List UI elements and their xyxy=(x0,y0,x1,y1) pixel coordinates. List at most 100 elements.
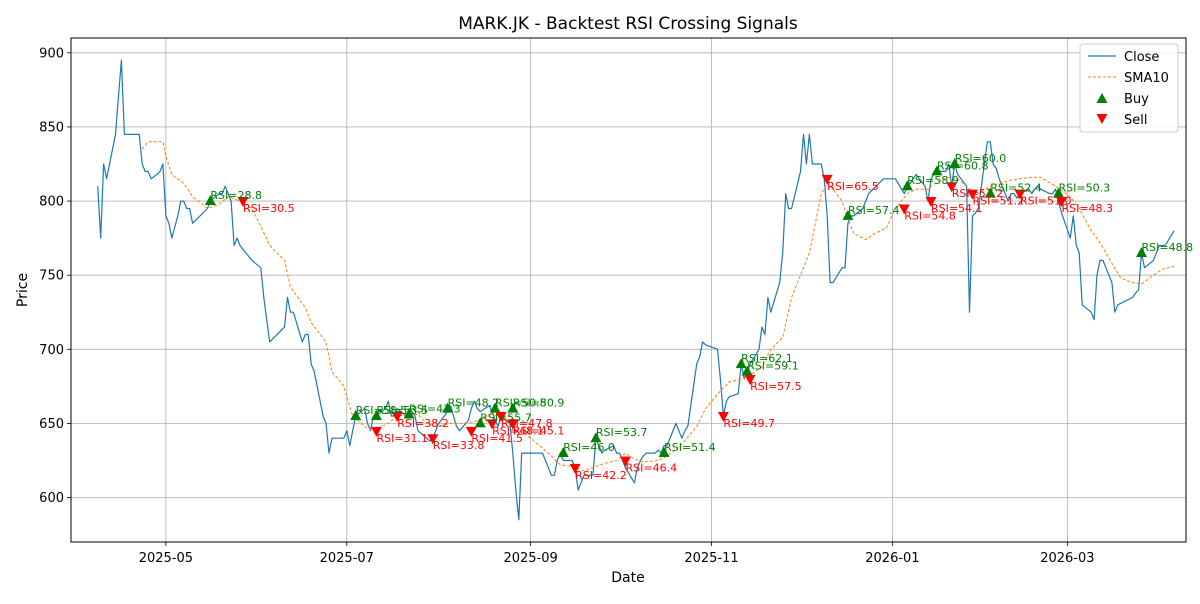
buy-annotation: RSI=57.4 xyxy=(848,204,900,217)
x-tick-label: 2025-05 xyxy=(139,551,193,566)
buy-annotation: RSI=28.8 xyxy=(210,189,262,202)
buy-marker xyxy=(842,209,854,220)
legend: Close SMA10 Buy Sell xyxy=(1079,43,1179,133)
buy-marker xyxy=(984,187,996,198)
buy-annotation: RSI=52.4 xyxy=(990,182,1042,195)
sell-marker xyxy=(427,434,439,445)
legend-box xyxy=(1079,43,1179,133)
sell-marker xyxy=(370,426,382,437)
sell-marker xyxy=(1014,189,1026,200)
y-tick-label: 900 xyxy=(39,46,64,61)
sell-annotation: RSI=54.8 xyxy=(904,209,956,222)
y-axis-ticks: 600 650 700 750 800 850 900 xyxy=(39,46,71,506)
buy-marker xyxy=(370,410,382,420)
grid-layer xyxy=(71,38,1186,542)
sell-marker xyxy=(966,189,978,200)
x-axis-label: Date xyxy=(611,570,644,586)
sell-annotation: RSI=65.5 xyxy=(827,180,879,193)
sell-annotation: RSI=57.5 xyxy=(750,380,802,393)
buy-marker xyxy=(442,402,454,413)
legend-buy-label: Buy xyxy=(1124,92,1149,107)
buy-marker xyxy=(901,180,913,191)
buy-annotation: RSI=53.7 xyxy=(596,426,648,439)
sell-annotation: RSI=48.1 xyxy=(492,424,544,437)
sell-marker xyxy=(486,419,498,430)
sell-marker xyxy=(569,463,581,474)
buy-marker xyxy=(1136,246,1148,257)
marker-layer xyxy=(204,158,1148,474)
sell-marker xyxy=(495,412,507,422)
buy-annotation: RSI=58.9 xyxy=(907,174,959,187)
x-tick-label: 2026-01 xyxy=(865,551,919,566)
sell-marker xyxy=(925,197,937,208)
chart-title: MARK.JK - Backtest RSI Crossing Signals xyxy=(458,14,798,34)
buy-marker xyxy=(741,365,753,376)
x-tick-label: 2025-09 xyxy=(503,551,557,566)
sell-marker xyxy=(620,456,632,467)
buy-marker xyxy=(507,402,519,413)
buy-marker xyxy=(590,432,602,443)
buy-annotation: RSI=58.5 xyxy=(356,404,408,417)
sell-annotation: RSI=41.5 xyxy=(471,432,523,445)
buy-marker xyxy=(949,158,961,168)
legend-sma-label: SMA10 xyxy=(1124,71,1169,86)
sell-annotation: RSI=38.2 xyxy=(397,417,449,430)
y-axis-label: Price xyxy=(15,273,31,307)
sell-marker xyxy=(946,182,958,193)
buy-marker xyxy=(1052,187,1064,198)
sell-annotation: RSI=51.0 xyxy=(1020,195,1072,208)
buy-annotation: RSI=51.4 xyxy=(664,441,716,454)
buy-annotation: RSI=46.0 xyxy=(563,441,615,454)
y-tick-label: 850 xyxy=(39,120,64,135)
buy-marker xyxy=(204,195,216,206)
buy-annotation: RSI=48.8 xyxy=(1142,241,1194,254)
y-tick-label: 700 xyxy=(39,343,64,358)
x-axis-ticks: 2025-05 2025-07 2025-09 2025-11 2026-01 2026-… xyxy=(139,542,1095,566)
buy-marker xyxy=(557,447,569,458)
sell-annotation: RSI=31.1 xyxy=(376,432,428,445)
sell-marker xyxy=(1055,197,1067,208)
series-layer xyxy=(97,59,1175,521)
buy-annotation: RSI=43.3 xyxy=(409,403,461,416)
plot-frame xyxy=(70,37,1187,543)
sell-annotation: RSI=42.2 xyxy=(575,469,627,482)
y-tick-label: 600 xyxy=(39,491,64,506)
series-line-close xyxy=(97,59,1175,521)
legend-sell-marker xyxy=(1096,114,1108,124)
x-tick-label: 2026-03 xyxy=(1040,551,1094,566)
sell-annotation: RSI=46.4 xyxy=(626,461,678,474)
sell-marker xyxy=(391,412,403,422)
buy-annotation: RSI=55.7 xyxy=(480,411,532,424)
y-tick-label: 800 xyxy=(39,195,64,210)
buy-marker xyxy=(474,417,486,428)
buy-annotation: RSI=60.8 xyxy=(937,159,989,172)
sell-marker xyxy=(465,426,477,437)
buy-annotation: RSI=59.1 xyxy=(747,360,799,373)
buy-marker xyxy=(931,165,943,176)
sell-marker xyxy=(744,374,756,385)
sell-annotation: RSI=51.2 xyxy=(972,195,1024,208)
legend-sell-label: Sell xyxy=(1124,113,1147,128)
x-tick-label: 2025-11 xyxy=(684,551,738,566)
sell-marker xyxy=(821,174,833,185)
y-tick-label: 750 xyxy=(39,269,64,284)
buy-annotation: RSI=50.3 xyxy=(1058,182,1110,195)
legend-buy-marker xyxy=(1096,93,1108,103)
sell-annotation: RSI=47.8 xyxy=(501,417,553,430)
sell-marker xyxy=(717,412,729,422)
sell-annotation: RSI=54.1 xyxy=(931,202,983,215)
sell-annotation: RSI=51.2 xyxy=(952,187,1004,200)
sell-annotation: RSI=30.5 xyxy=(243,202,295,215)
sell-annotation: RSI=48.3 xyxy=(1061,202,1113,215)
buy-annotation: RSI=50.8 xyxy=(495,397,547,410)
buy-annotation: RSI=50.9 xyxy=(513,397,565,410)
sell-annotation: RSI=45.1 xyxy=(513,424,565,437)
buy-annotation: RSI=53.5 xyxy=(376,404,428,417)
y-tick-label: 650 xyxy=(39,417,64,432)
buy-marker xyxy=(658,447,670,458)
sell-marker xyxy=(507,419,519,430)
buy-annotation: RSI=62.1 xyxy=(741,352,793,365)
